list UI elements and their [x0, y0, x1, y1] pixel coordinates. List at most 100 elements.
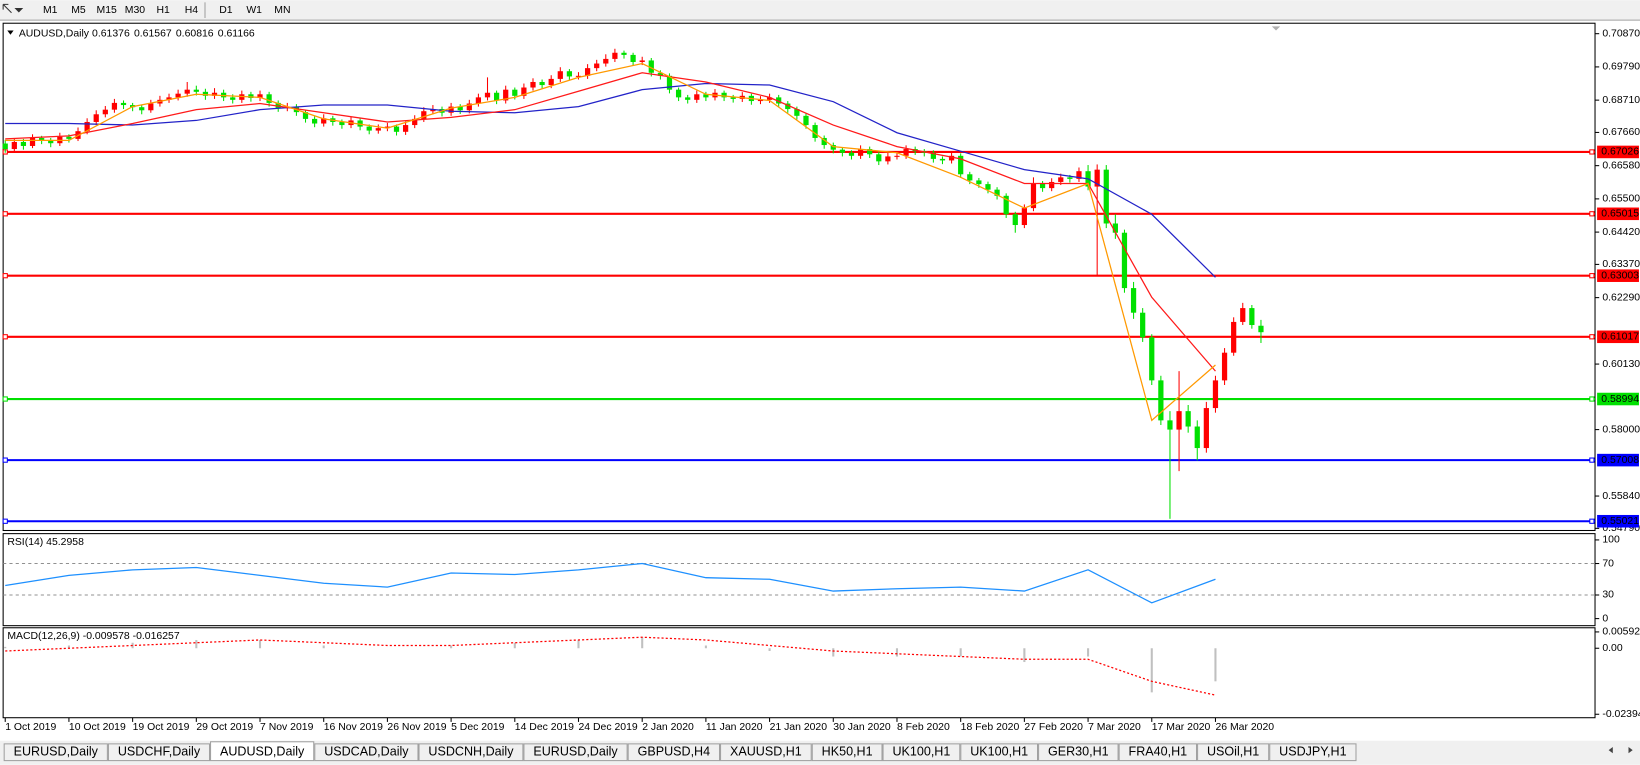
timeframe-button[interactable]: H1 — [156, 5, 170, 16]
timeframe-button[interactable]: M30 — [125, 5, 145, 16]
timeframe-button[interactable]: D1 — [219, 5, 233, 16]
tab[interactable] — [314, 743, 419, 762]
y-tick-label: 100 — [1602, 535, 1620, 546]
tab-label[interactable]: GER30,H1 — [1048, 745, 1109, 759]
timeframe-button[interactable]: MN — [274, 5, 290, 16]
tab[interactable] — [960, 743, 1039, 762]
level-anchor[interactable] — [1589, 334, 1595, 340]
candle-body — [848, 152, 855, 156]
rsi-panel — [2, 533, 1596, 627]
level-anchor[interactable] — [1589, 211, 1595, 217]
tab-label[interactable]: USDJPY,H1 — [1279, 745, 1346, 759]
candle-body — [29, 137, 36, 146]
level-anchor[interactable] — [1589, 457, 1595, 463]
y-tick-label: 0.65500 — [1602, 194, 1640, 205]
timeframe-button[interactable]: M15 — [97, 5, 117, 16]
level-price-label: 0.61017 — [1601, 332, 1639, 343]
x-tick-label: 7 Nov 2019 — [260, 722, 314, 733]
level-anchor[interactable] — [2, 334, 8, 340]
candle-body — [1103, 169, 1109, 224]
tab-label[interactable]: USDCHF,Daily — [118, 745, 201, 759]
level-anchor[interactable] — [2, 396, 8, 402]
level-price-tag — [1597, 392, 1639, 406]
tab[interactable] — [210, 741, 315, 762]
tab-label[interactable]: FRA40,H1 — [1129, 745, 1188, 759]
timeframe-button[interactable]: M5 — [71, 5, 86, 16]
tab-label[interactable]: GBPUSD,H4 — [638, 745, 711, 759]
tab-label[interactable]: HK50,H1 — [822, 745, 873, 759]
level-anchor[interactable] — [2, 273, 8, 279]
x-tick-label: 19 Oct 2019 — [133, 722, 190, 733]
candle-body — [776, 97, 782, 104]
price-panel — [2, 22, 1596, 532]
y-tick-label: 0.005923 — [1602, 627, 1640, 638]
tab-label[interactable]: USOil,H1 — [1207, 745, 1259, 759]
symbol-menu-icon[interactable] — [7, 30, 14, 35]
tab-label[interactable]: EURUSD,Daily — [533, 745, 618, 759]
tab-label[interactable]: USDCNH,Daily — [428, 745, 514, 759]
level-anchor[interactable] — [1589, 518, 1595, 524]
timeframe-button[interactable]: H4 — [185, 5, 199, 16]
tab[interactable] — [418, 743, 524, 762]
candle-body — [539, 81, 545, 86]
y-tick-label: 0.55840 — [1602, 491, 1640, 502]
tab-label[interactable]: XAUUSD,H1 — [730, 745, 802, 759]
timeframe-button[interactable]: W1 — [246, 5, 262, 16]
y-tick-label: 0.54790 — [1602, 523, 1640, 534]
candle-body — [448, 106, 454, 113]
candle-body — [412, 118, 418, 126]
candle-body — [730, 97, 736, 99]
timeframe-button[interactable]: M1 — [43, 5, 58, 16]
candle-body — [621, 52, 627, 55]
x-tick-label: 29 Oct 2019 — [196, 722, 253, 733]
tab[interactable] — [627, 743, 721, 762]
candle-body — [830, 145, 836, 150]
tab[interactable] — [523, 743, 628, 762]
candle-body — [257, 94, 263, 98]
y-tick-label: 0.67660 — [1602, 127, 1640, 138]
level-anchor[interactable] — [2, 457, 8, 463]
level-anchor[interactable] — [1589, 273, 1595, 279]
candle-body — [466, 103, 472, 111]
candle-body — [639, 60, 645, 62]
tab[interactable] — [1038, 743, 1119, 762]
tab[interactable] — [811, 743, 883, 762]
moving-average — [5, 72, 1216, 372]
tab-label[interactable]: UK100,H1 — [970, 745, 1028, 759]
tab-label[interactable]: USDCAD,Daily — [324, 745, 409, 759]
candle-body — [11, 141, 17, 150]
candle-body — [803, 115, 809, 126]
tab[interactable] — [1118, 743, 1198, 762]
tab[interactable] — [882, 743, 961, 762]
moving-average — [5, 62, 1216, 422]
level-anchor[interactable] — [1589, 396, 1595, 402]
tab[interactable] — [3, 743, 108, 762]
candle-body — [557, 71, 563, 79]
candle-body — [566, 71, 573, 77]
tab[interactable] — [1197, 743, 1270, 762]
tab-label[interactable]: AUDUSD,Daily — [220, 745, 305, 759]
candle-body — [694, 94, 700, 100]
tab[interactable] — [720, 743, 812, 762]
level-anchor[interactable] — [1589, 149, 1595, 155]
candle-body — [939, 158, 946, 161]
x-tick-label: 11 Jan 2020 — [706, 722, 763, 733]
candle-body — [1185, 411, 1191, 427]
tab[interactable] — [1269, 743, 1357, 762]
level-price-tag — [1597, 330, 1639, 344]
tab-label[interactable]: EURUSD,Daily — [14, 745, 99, 759]
tab-label[interactable]: UK100,H1 — [892, 745, 950, 759]
shift-marker — [1271, 26, 1281, 31]
candle-body — [812, 125, 818, 138]
candle-body — [375, 128, 381, 131]
header-ohlc: 0.60816 — [176, 28, 214, 39]
candle-body — [594, 63, 600, 69]
level-price-tag — [1597, 207, 1639, 221]
x-tick-label: 14 Dec 2019 — [515, 722, 574, 733]
candle-body — [657, 72, 664, 76]
level-anchor[interactable] — [2, 518, 8, 524]
candle-body — [484, 92, 491, 98]
tab[interactable] — [107, 743, 211, 762]
cursor-icon[interactable] — [2, 3, 24, 14]
level-anchor[interactable] — [2, 211, 8, 217]
